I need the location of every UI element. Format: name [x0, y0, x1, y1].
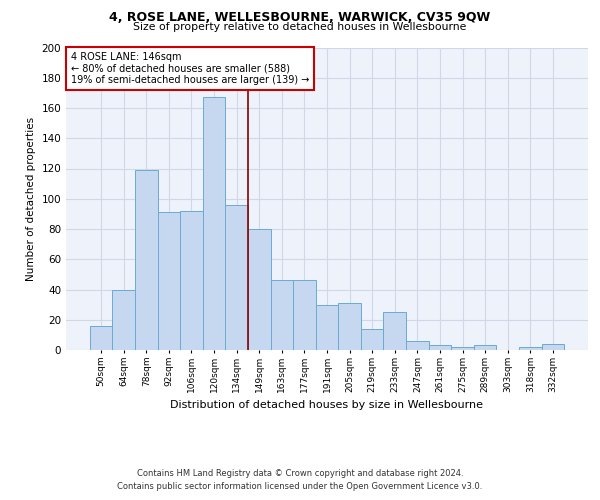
X-axis label: Distribution of detached houses by size in Wellesbourne: Distribution of detached houses by size … [170, 400, 484, 410]
Bar [474, 346, 496, 350]
Bar [271, 280, 293, 350]
Bar [293, 280, 316, 350]
Text: 4 ROSE LANE: 146sqm
← 80% of detached houses are smaller (588)
19% of semi-detac: 4 ROSE LANE: 146sqm ← 80% of detached ho… [71, 52, 310, 85]
Bar [226, 205, 248, 350]
Bar [135, 170, 158, 350]
Bar [316, 304, 338, 350]
Bar [451, 347, 474, 350]
Bar [406, 341, 428, 350]
Bar [203, 98, 226, 350]
Text: Size of property relative to detached houses in Wellesbourne: Size of property relative to detached ho… [133, 22, 467, 32]
Bar [248, 229, 271, 350]
Bar [383, 312, 406, 350]
Text: Contains HM Land Registry data © Crown copyright and database right 2024.
Contai: Contains HM Land Registry data © Crown c… [118, 470, 482, 491]
Bar [542, 344, 564, 350]
Bar [112, 290, 135, 350]
Bar [361, 329, 383, 350]
Bar [519, 347, 542, 350]
Bar [158, 212, 180, 350]
Bar [90, 326, 112, 350]
Bar [180, 211, 203, 350]
Y-axis label: Number of detached properties: Number of detached properties [26, 116, 36, 281]
Bar [428, 346, 451, 350]
Bar [338, 303, 361, 350]
Text: 4, ROSE LANE, WELLESBOURNE, WARWICK, CV35 9QW: 4, ROSE LANE, WELLESBOURNE, WARWICK, CV3… [109, 11, 491, 24]
